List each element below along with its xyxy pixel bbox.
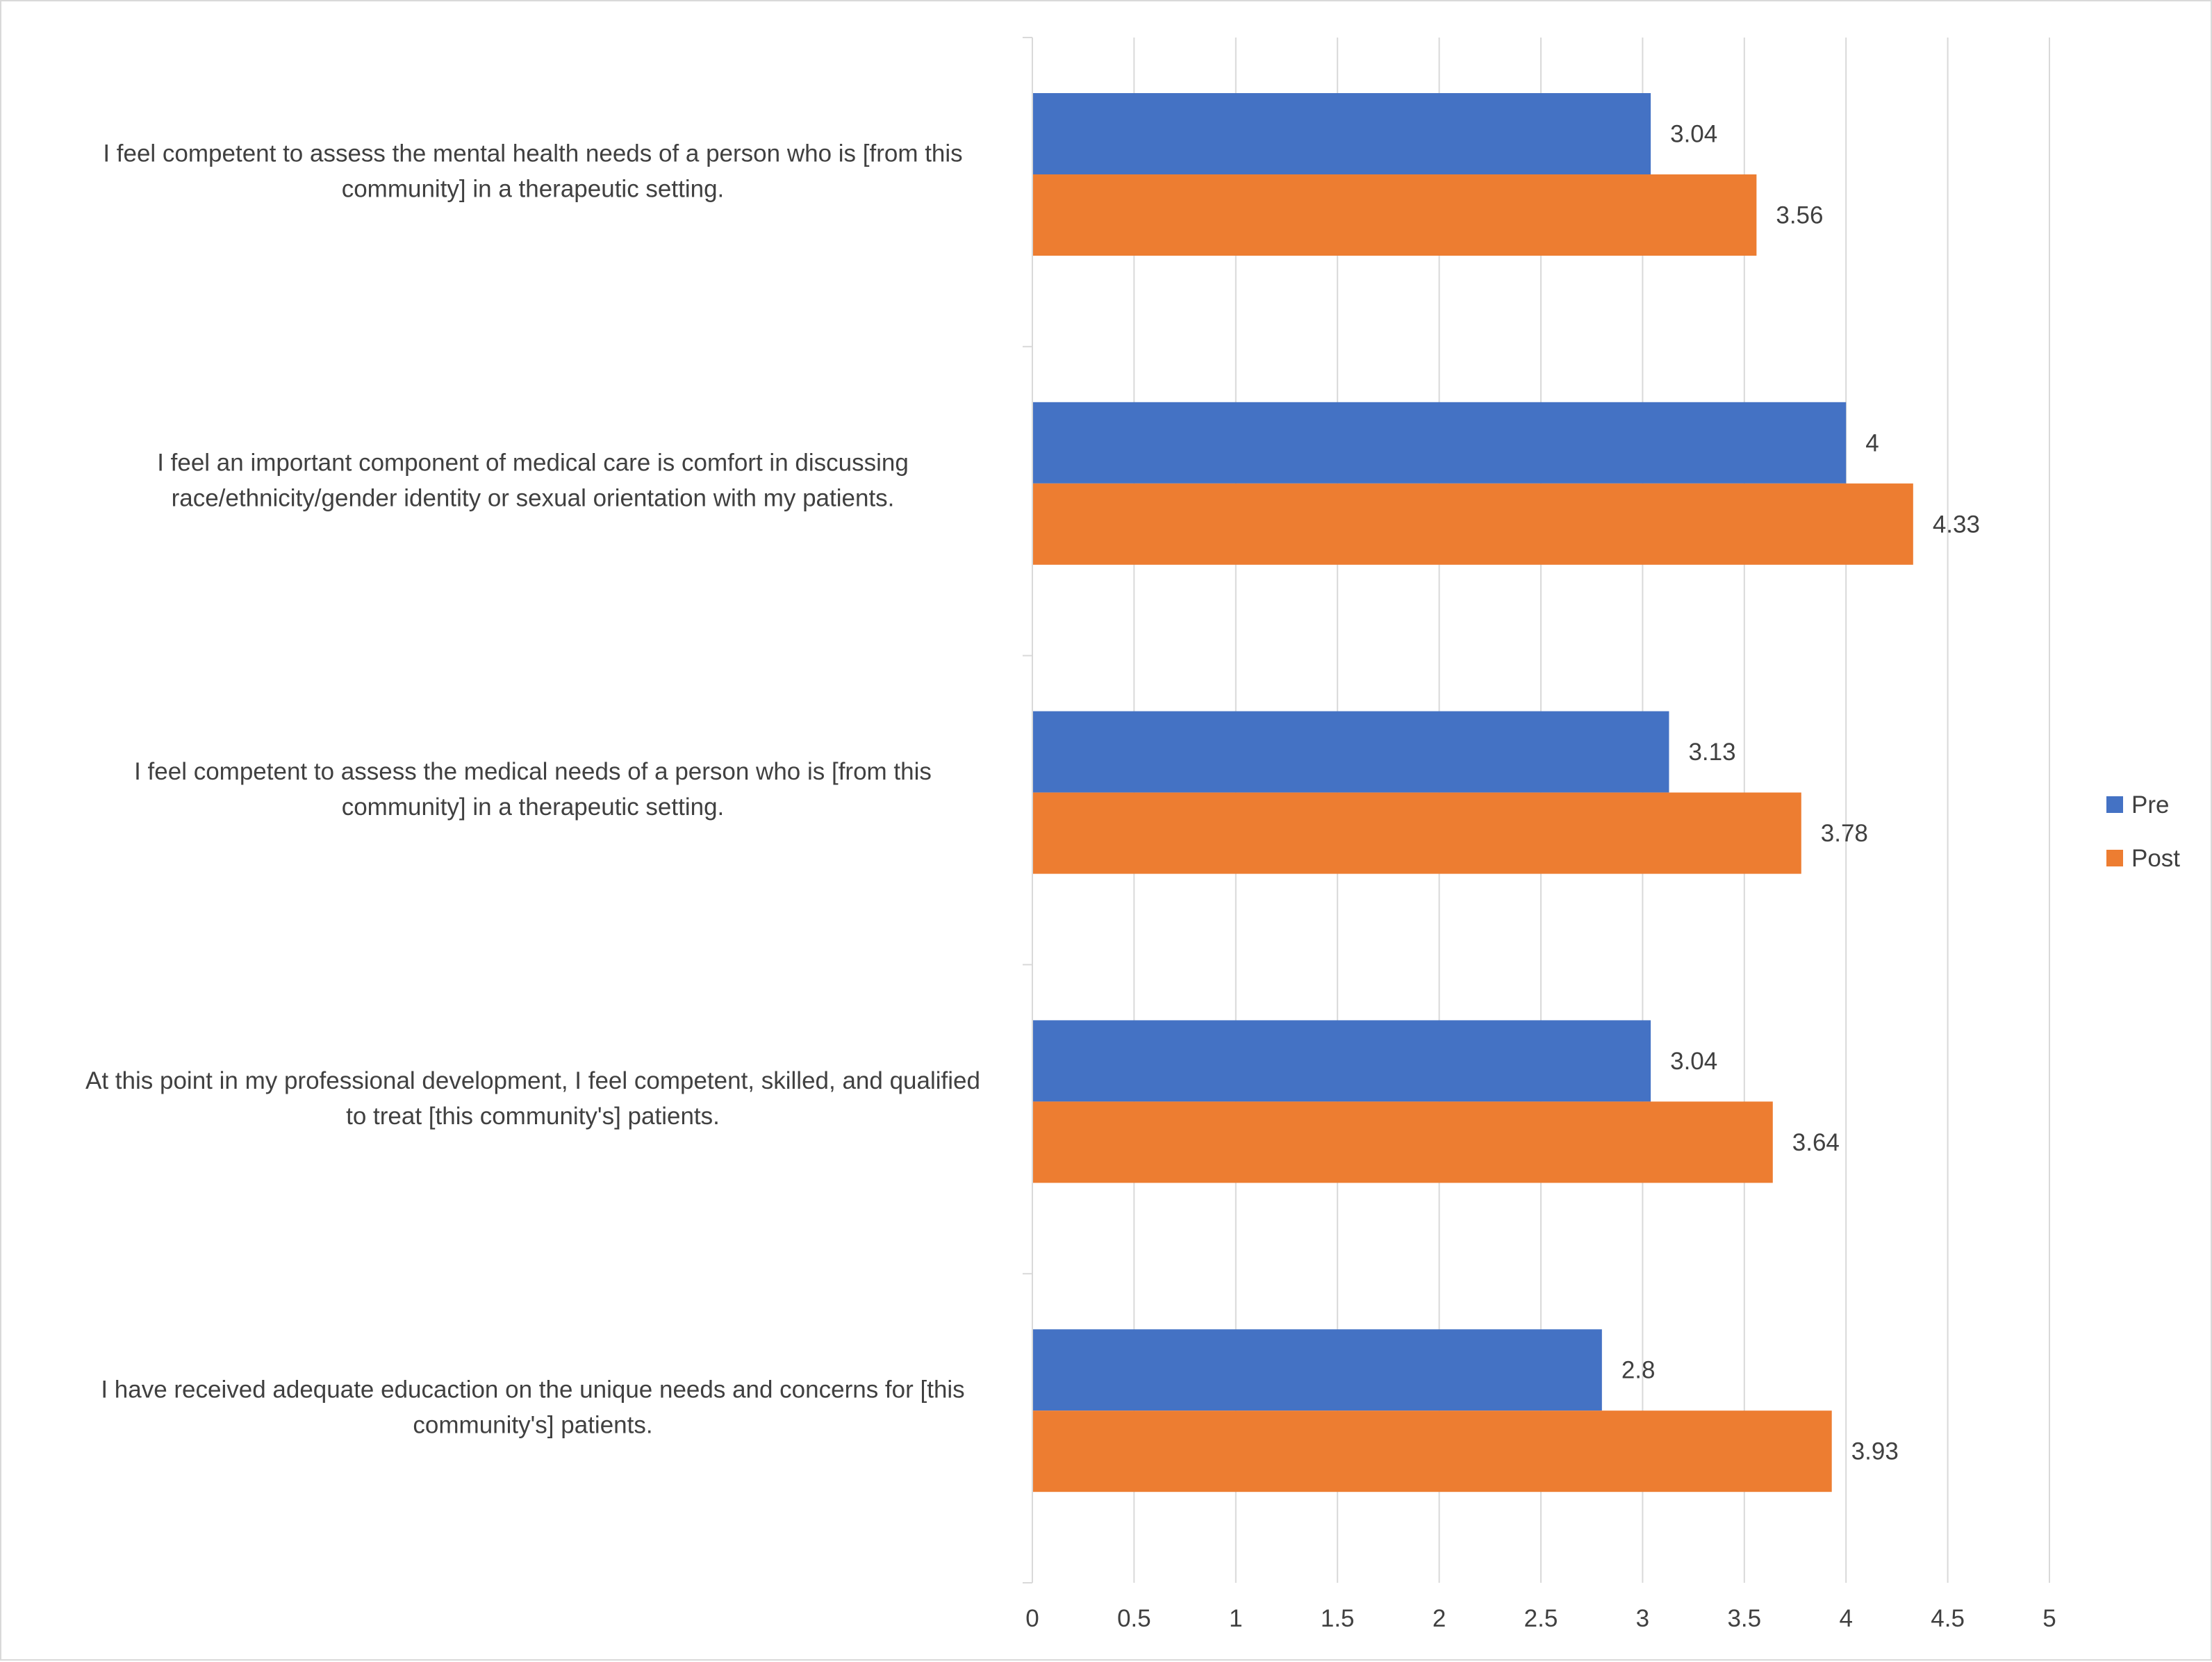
- category-labels: I feel competent to assess the mental he…: [85, 140, 980, 1439]
- data-label-pre: 2.8: [1621, 1357, 1656, 1384]
- x-tick-label: 0.5: [1117, 1605, 1151, 1632]
- category-label: race/ethnicity/gender identity or sexual…: [172, 484, 895, 511]
- bar-post: [1032, 792, 1801, 874]
- data-label-pre: 4: [1865, 429, 1879, 456]
- bar-post: [1032, 1410, 1832, 1492]
- legend-label-pre: Pre: [2131, 791, 2169, 818]
- x-tick-label: 5: [2042, 1605, 2056, 1632]
- data-label-pre: 3.13: [1688, 739, 1735, 766]
- x-tick-label: 3.5: [1727, 1605, 1761, 1632]
- category-label: At this point in my professional develop…: [85, 1067, 980, 1094]
- data-label-pre: 3.04: [1670, 1048, 1717, 1075]
- bar-pre: [1032, 711, 1669, 793]
- data-label-post: 4.33: [1933, 511, 1980, 538]
- x-axis-tick-labels: 0 0.5 1 1.5 2 2.5 3 3.5 4 4.5 5: [1025, 1605, 2056, 1632]
- category-label: I feel competent to assess the mental he…: [103, 140, 962, 167]
- x-tick-label: 0: [1025, 1605, 1039, 1632]
- x-tick-label: 4.5: [1931, 1605, 1965, 1632]
- x-tick-label: 3: [1636, 1605, 1649, 1632]
- data-labels: 3.04 3.56 4 4.33 3.13 3.78 3.04 3.64 2.8 3.93: [1621, 121, 1980, 1465]
- bar-post: [1032, 483, 1913, 565]
- bar-pre: [1032, 93, 1651, 174]
- bars: [1032, 93, 1913, 1492]
- data-label-post: 3.93: [1851, 1438, 1899, 1465]
- bar-post: [1032, 174, 1757, 256]
- category-label: to treat [this community's] patients.: [346, 1103, 720, 1130]
- category-label: I feel competent to assess the medical n…: [134, 758, 932, 785]
- legend-swatch-pre: [2106, 796, 2123, 813]
- bar-pre: [1032, 1329, 1602, 1411]
- category-label: I feel an important component of medical…: [157, 449, 909, 476]
- category-label: community] in a therapeutic setting.: [342, 793, 725, 821]
- data-label-post: 3.78: [1821, 820, 1868, 847]
- data-label-post: 3.64: [1792, 1129, 1840, 1156]
- x-tick-label: 2.5: [1524, 1605, 1558, 1632]
- category-label: community's] patients.: [413, 1412, 652, 1439]
- legend-swatch-post: [2106, 850, 2123, 866]
- bar-pre: [1032, 402, 1847, 484]
- x-tick-label: 1: [1229, 1605, 1242, 1632]
- x-tick-label: 2: [1433, 1605, 1446, 1632]
- category-label: I have received adequate educaction on t…: [101, 1376, 964, 1404]
- legend: Pre Post: [2106, 791, 2180, 872]
- bar-pre: [1032, 1020, 1651, 1102]
- x-tick-label: 1.5: [1321, 1605, 1355, 1632]
- bar-post: [1032, 1101, 1773, 1183]
- legend-label-post: Post: [2131, 845, 2180, 872]
- x-tick-label: 4: [1839, 1605, 1852, 1632]
- category-label: community] in a therapeutic setting.: [342, 176, 725, 203]
- y-axis: [1023, 37, 1033, 1583]
- data-label-post: 3.56: [1776, 202, 1823, 229]
- data-label-pre: 3.04: [1670, 121, 1717, 148]
